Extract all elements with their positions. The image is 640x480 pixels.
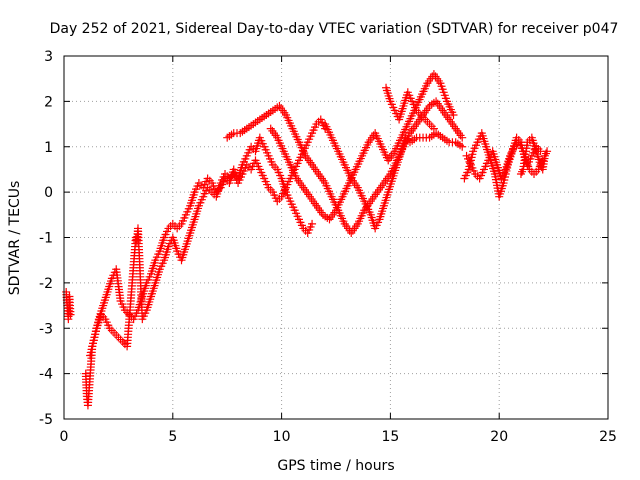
series-sat-track-i [516, 133, 552, 178]
y-tick-label: 2 [44, 94, 53, 110]
data-point [449, 110, 458, 119]
x-tick-label: 10 [273, 429, 291, 445]
data-point [458, 133, 467, 142]
x-tick-label: 15 [381, 429, 399, 445]
data-point [458, 142, 467, 151]
x-tick-label: 20 [490, 429, 508, 445]
axis-ticks: 0 5 10 15 20 25 -5 -4 -3 -2 -1 0 1 2 3 [39, 49, 617, 445]
series-sat-track-e [321, 120, 467, 233]
y-tick-label: -4 [39, 367, 53, 383]
data-point [543, 147, 552, 156]
data-point [308, 219, 317, 228]
y-tick-label: 3 [44, 49, 53, 65]
data-points [62, 70, 552, 410]
y-tick-label: 0 [44, 185, 53, 201]
x-tick-label: 25 [599, 429, 617, 445]
x-tick-label: 5 [168, 429, 177, 445]
series-sat-track-b [81, 115, 330, 410]
plot-frame [63, 55, 609, 420]
y-tick-label: -5 [39, 412, 53, 428]
y-tick-label: -2 [39, 276, 53, 292]
gridlines [64, 56, 608, 419]
x-axis-label: GPS time / hours [277, 458, 394, 474]
data-point [429, 124, 438, 133]
x-tick-label: 0 [60, 429, 69, 445]
y-tick-label: -1 [39, 231, 53, 247]
series-sat-track-f [382, 83, 438, 133]
y-axis-label: SDTVAR / TECUs [7, 181, 23, 296]
y-tick-label: -3 [39, 321, 53, 337]
y-tick-label: 1 [44, 140, 53, 156]
chart-title: Day 252 of 2021, Sidereal Day-to-day VTE… [50, 21, 619, 37]
data-point [66, 310, 75, 319]
